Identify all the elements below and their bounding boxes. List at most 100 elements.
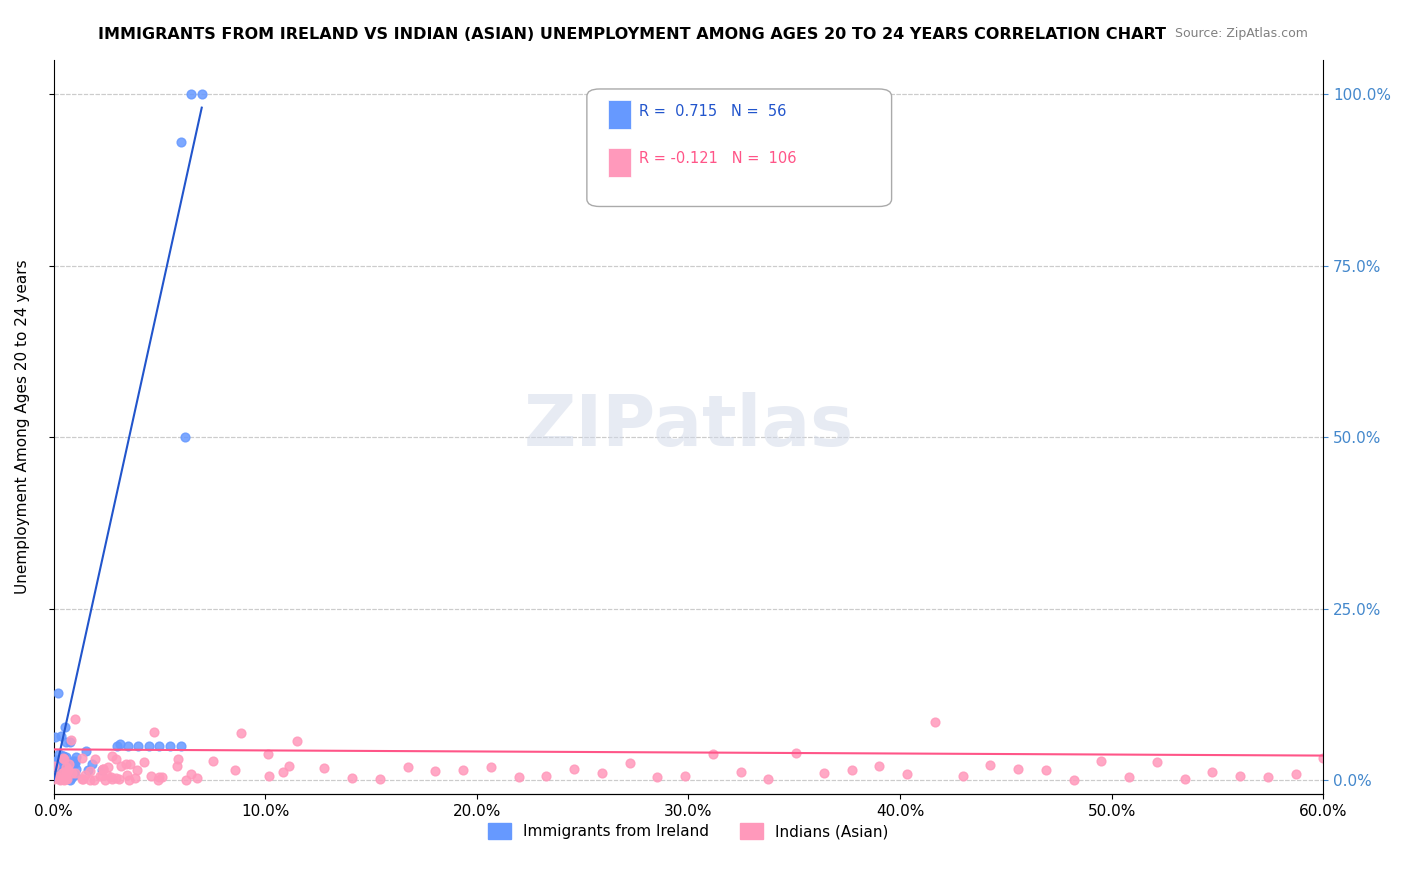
Point	[65, 767, 87, 781]
Point	[79, 764, 101, 778]
Point	[479, 760, 502, 774]
Point	[146, 772, 169, 787]
Point	[62, 754, 84, 768]
Point	[1312, 751, 1334, 765]
Point	[813, 765, 835, 780]
Point	[73, 768, 96, 782]
Point	[45, 753, 67, 767]
Point	[202, 755, 225, 769]
Point	[91, 762, 114, 776]
Text: IMMIGRANTS FROM IRELAND VS INDIAN (ASIAN) UNEMPLOYMENT AMONG AGES 20 TO 24 YEARS: IMMIGRANTS FROM IRELAND VS INDIAN (ASIAN…	[98, 27, 1167, 42]
Point	[55, 735, 77, 749]
Point	[952, 769, 974, 783]
Y-axis label: Unemployment Among Ages 20 to 24 years: Unemployment Among Ages 20 to 24 years	[15, 260, 30, 594]
Point	[83, 772, 105, 787]
Point	[1173, 772, 1195, 786]
Point	[1118, 770, 1140, 784]
Point	[110, 759, 132, 773]
Point	[271, 764, 294, 779]
Point	[180, 87, 202, 101]
Point	[1201, 765, 1223, 780]
Point	[451, 763, 474, 777]
Point	[314, 761, 336, 775]
Point	[52, 748, 75, 763]
Point	[785, 746, 807, 760]
Point	[52, 770, 75, 784]
Point	[55, 766, 77, 780]
Point	[1146, 755, 1168, 769]
Point	[190, 87, 212, 101]
Point	[673, 769, 696, 783]
Point	[150, 770, 173, 784]
Point	[841, 763, 863, 777]
Point	[1090, 754, 1112, 768]
Point	[52, 771, 75, 785]
Point	[100, 770, 122, 784]
Point	[1007, 763, 1029, 777]
Point	[117, 773, 139, 788]
Point	[63, 765, 86, 780]
Point	[59, 735, 82, 749]
Point	[51, 772, 73, 786]
Point	[702, 747, 724, 762]
Point	[63, 754, 86, 768]
Point	[65, 756, 87, 770]
Point	[148, 770, 170, 784]
Point	[49, 765, 72, 780]
Point	[562, 762, 585, 776]
Point	[105, 771, 128, 785]
Point	[55, 772, 77, 786]
Point	[49, 772, 72, 787]
Point	[89, 769, 111, 783]
Point	[180, 766, 202, 780]
Point	[51, 764, 73, 779]
Point	[52, 751, 75, 765]
Point	[979, 757, 1001, 772]
Point	[46, 755, 69, 769]
Point	[49, 765, 72, 780]
FancyBboxPatch shape	[609, 148, 631, 178]
Point	[56, 763, 79, 777]
Point	[44, 755, 66, 769]
Point	[44, 758, 66, 772]
Point	[97, 760, 120, 774]
Point	[342, 772, 364, 786]
Legend: Immigrants from Ireland, Indians (Asian): Immigrants from Ireland, Indians (Asian)	[482, 817, 894, 845]
Point	[257, 768, 280, 782]
Point	[368, 772, 391, 786]
Point	[758, 772, 780, 787]
Point	[91, 763, 114, 777]
Point	[868, 759, 890, 773]
FancyBboxPatch shape	[586, 89, 891, 206]
Point	[94, 772, 117, 787]
Point	[44, 772, 66, 786]
Point	[115, 757, 138, 772]
Point	[104, 752, 127, 766]
Point	[80, 756, 103, 771]
Point	[52, 756, 75, 771]
Point	[101, 749, 124, 764]
Point	[257, 747, 280, 762]
Point	[52, 765, 75, 780]
Point	[46, 753, 69, 767]
Point	[55, 720, 77, 734]
Point	[53, 772, 76, 786]
Point	[127, 739, 149, 753]
Point	[110, 737, 132, 751]
Point	[143, 725, 166, 739]
Point	[58, 769, 80, 783]
Point	[51, 758, 73, 772]
Point	[396, 759, 419, 773]
Point	[166, 759, 188, 773]
Point	[186, 772, 208, 786]
Text: ZIPatlas: ZIPatlas	[523, 392, 853, 461]
Point	[166, 752, 188, 766]
Point	[1035, 763, 1057, 777]
Point	[148, 739, 170, 753]
Point	[117, 768, 139, 782]
Point	[55, 771, 77, 785]
Point	[91, 768, 114, 782]
Point	[55, 750, 77, 764]
Point	[46, 686, 69, 700]
Point	[91, 762, 114, 776]
